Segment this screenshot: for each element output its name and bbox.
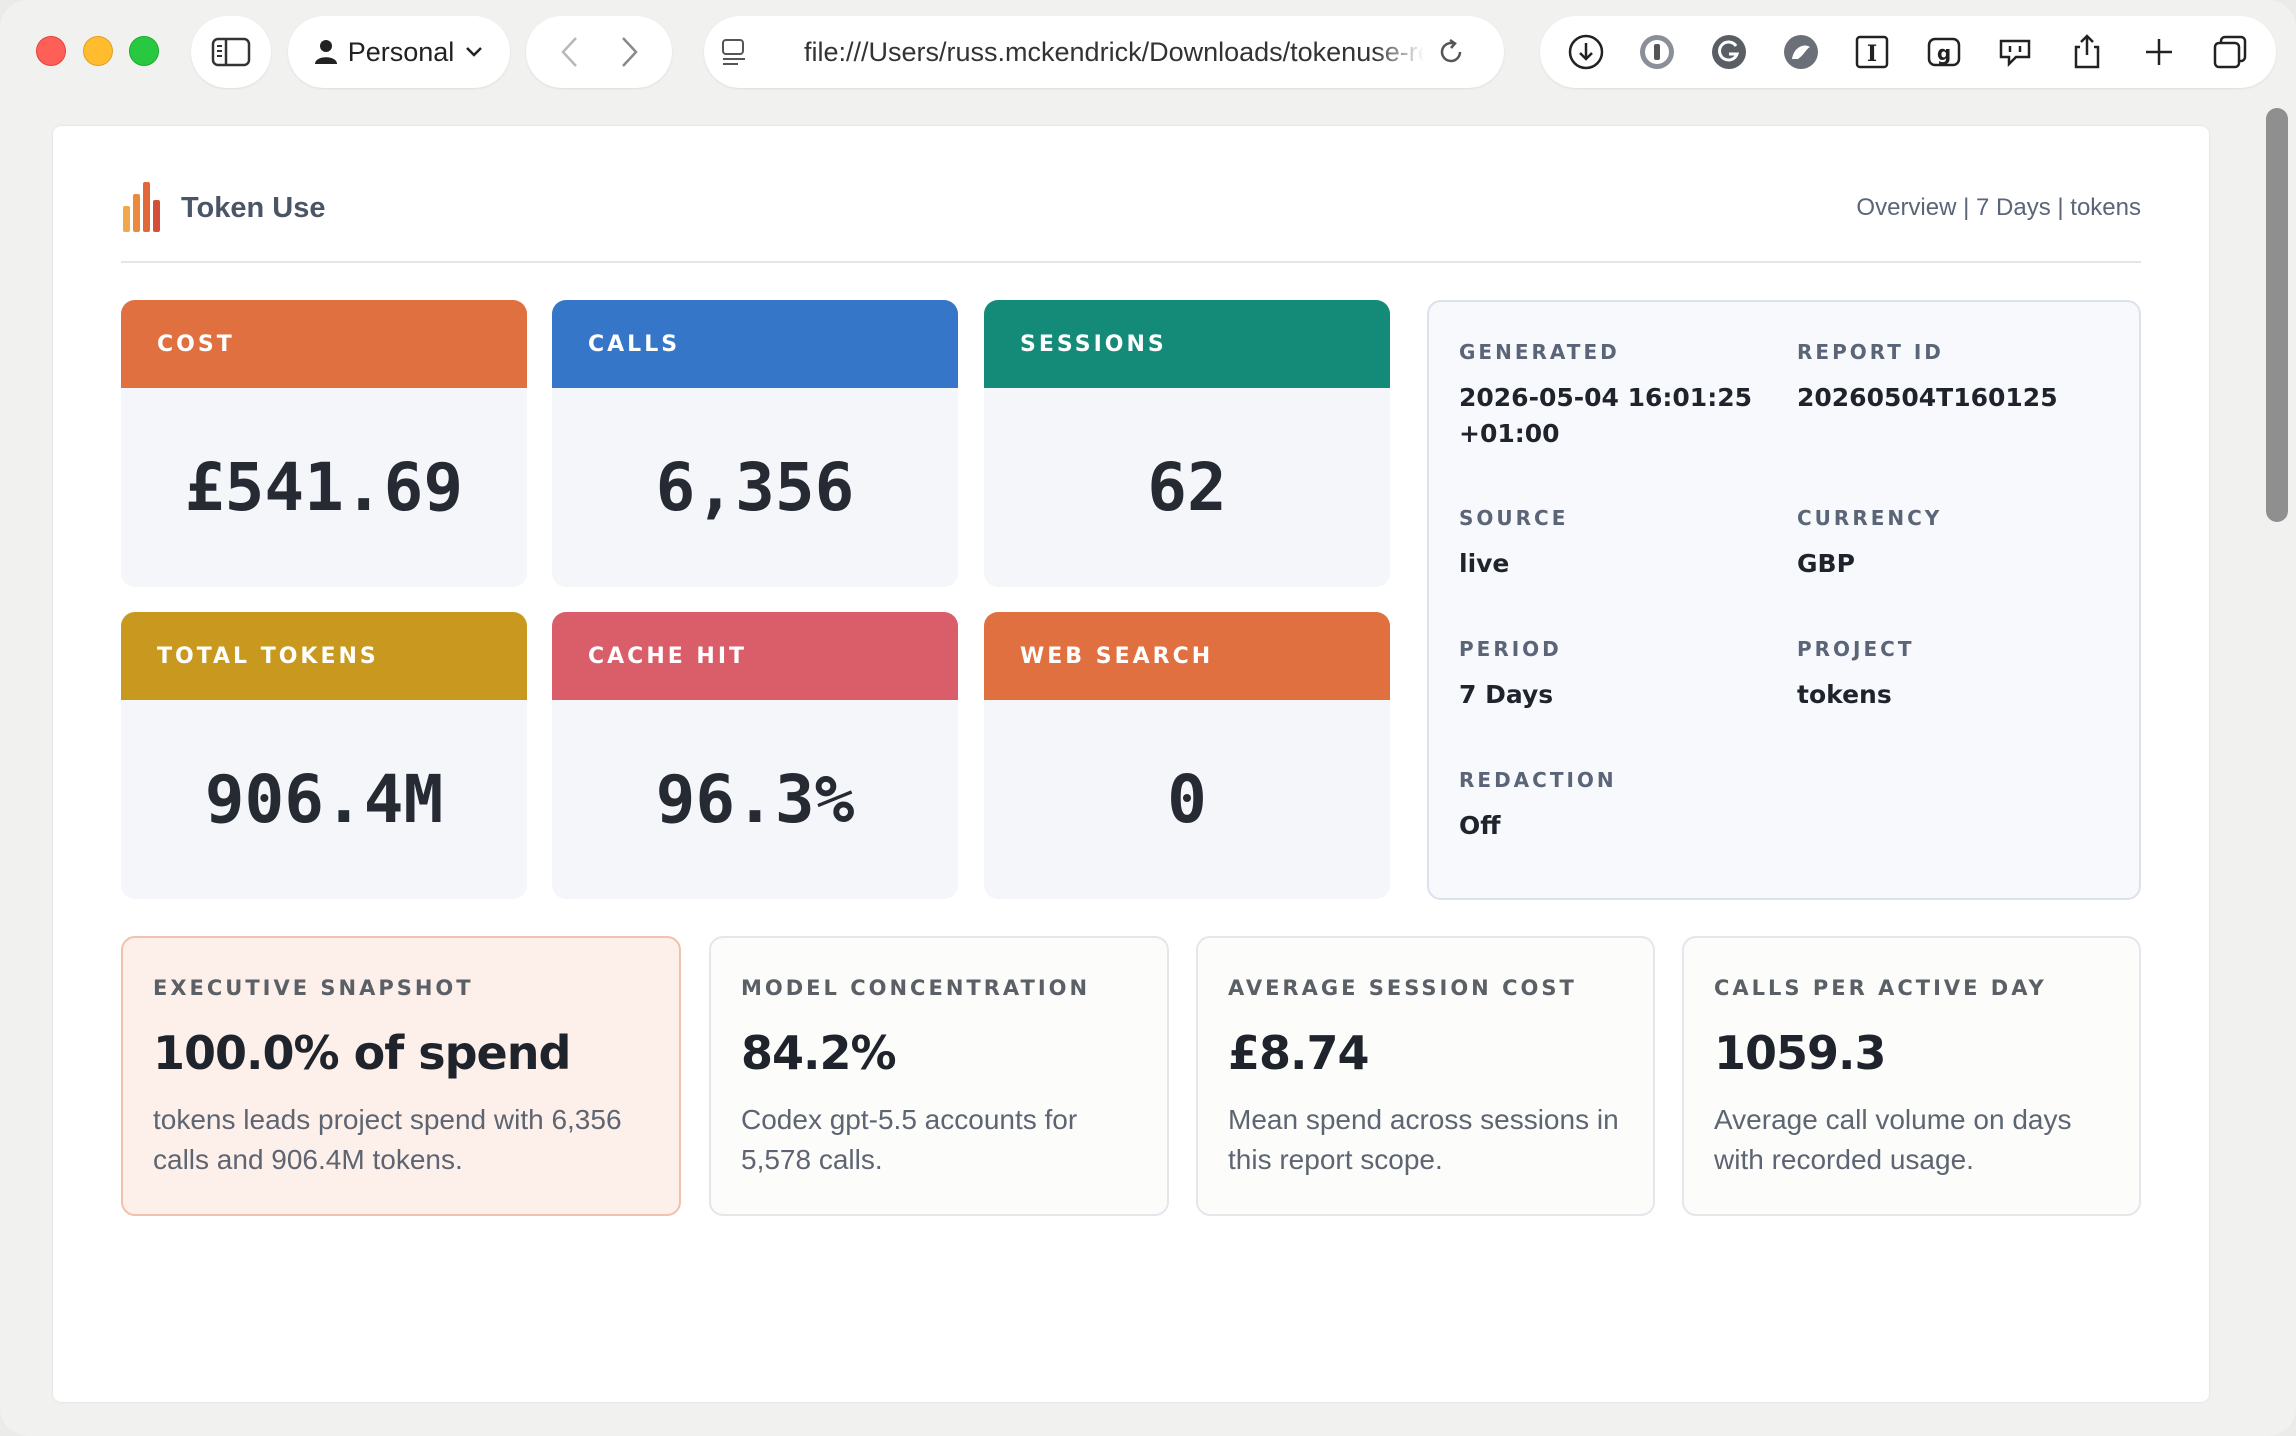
reader-extension-icon[interactable]: I (1850, 30, 1894, 74)
meta-redaction: REDACTION Off (1459, 768, 1617, 844)
meta-value: live (1459, 549, 1510, 578)
meta-report-id: REPORT ID 20260504T160125 (1797, 340, 2117, 416)
stat-card-header: SESSIONS (984, 300, 1390, 388)
insight-value: 84.2% (741, 1026, 897, 1080)
stat-card-calls: CALLS 6,356 (552, 300, 958, 587)
bird-extension-icon[interactable] (1779, 30, 1823, 74)
stat-card-header: WEB SEARCH (984, 612, 1390, 700)
stat-card-cache-hit: CACHE HIT 96.3% (552, 612, 958, 899)
stat-card-header: CALLS (552, 300, 958, 388)
sidebar-icon (211, 37, 251, 67)
back-icon[interactable] (558, 35, 582, 69)
meta-period: PERIOD 7 Days (1459, 637, 1562, 713)
stat-card-value: 6,356 (655, 449, 855, 526)
stat-card-value: 96.3% (655, 761, 855, 838)
stat-card-value: 0 (1167, 761, 1207, 838)
report-page: Token Use Overview | 7 Days | tokens COS… (53, 126, 2209, 1402)
meta-value: 7 Days (1459, 680, 1554, 709)
bar-chart-logo-icon (123, 182, 160, 232)
meta-project: PROJECT tokens (1797, 637, 1914, 713)
sidebar-toggle-button[interactable] (191, 16, 271, 88)
profile-menu-button[interactable]: Personal (288, 16, 510, 88)
meta-value: GBP (1797, 549, 1855, 578)
grammar-extension-icon[interactable] (1707, 30, 1751, 74)
meta-value: tokens (1797, 680, 1892, 709)
meta-label: CURRENCY (1797, 506, 1943, 530)
meta-value: 2026-05-04 16:01:25 +01:00 (1459, 383, 1752, 448)
stat-card-header: CACHE HIT (552, 612, 958, 700)
insight-label: AVERAGE SESSION COST (1228, 976, 1577, 1000)
stat-card-value: £541.69 (184, 449, 464, 526)
report-header: Token Use Overview | 7 Days | tokens (121, 180, 2141, 263)
browser-toolbar: Personal file:///Users/russ.mckendrick/D… (0, 0, 2296, 110)
extensions-bar: I g (1540, 16, 2276, 88)
meta-label: REDACTION (1459, 768, 1617, 792)
insight-card-average-session-cost: AVERAGE SESSION COST £8.74 Mean spend ac… (1196, 936, 1655, 1216)
svg-text:I: I (1867, 41, 1877, 67)
reload-icon[interactable] (1436, 37, 1466, 67)
meta-value: Off (1459, 811, 1501, 840)
insight-card-model-concentration: MODEL CONCENTRATION 84.2% Codex gpt-5.5 … (709, 936, 1169, 1216)
svg-text:g: g (1937, 41, 1951, 65)
chat-extension-icon[interactable] (1993, 30, 2037, 74)
meta-label: PERIOD (1459, 637, 1562, 661)
insight-description: Average call volume on days with recorde… (1714, 1104, 2072, 1175)
insight-label: MODEL CONCENTRATION (741, 976, 1091, 1000)
new-tab-icon[interactable] (2137, 30, 2181, 74)
chevron-down-icon (466, 47, 483, 57)
meta-label: REPORT ID (1797, 340, 1944, 364)
meta-value: 20260504T160125 (1797, 383, 2058, 412)
meta-generated: GENERATED 2026-05-04 16:01:25 +01:00 (1459, 340, 1779, 452)
insight-value: £8.74 (1228, 1026, 1370, 1080)
meta-source: SOURCE live (1459, 506, 1568, 582)
insight-description: Mean spend across sessions in this repor… (1228, 1104, 1619, 1175)
person-icon (314, 40, 337, 64)
page-scrollbar[interactable] (2266, 108, 2288, 522)
stat-card-cost: COST £541.69 (121, 300, 527, 587)
insight-label: CALLS PER ACTIVE DAY (1714, 976, 2047, 1000)
password-manager-icon[interactable] (1635, 30, 1679, 74)
navigation-buttons (526, 16, 672, 88)
tab-overview-icon[interactable] (2208, 30, 2252, 74)
downloads-icon[interactable] (1564, 30, 1608, 74)
stat-card-header: TOTAL TOKENS (121, 612, 527, 700)
stat-card-total-tokens: TOTAL TOKENS 906.4M (121, 612, 527, 899)
script-extension-icon[interactable]: g (1922, 30, 1966, 74)
share-icon[interactable] (2065, 30, 2109, 74)
meta-label: SOURCE (1459, 506, 1569, 530)
breadcrumb: Overview | 7 Days | tokens (1856, 194, 2141, 221)
zoom-window-button[interactable] (129, 36, 159, 66)
insight-value: 100.0% of spend (153, 1026, 571, 1080)
stat-card-value: 906.4M (204, 761, 444, 838)
forward-icon[interactable] (617, 35, 641, 69)
insight-description: Codex gpt-5.5 accounts for 5,578 calls. (741, 1104, 1078, 1175)
address-bar[interactable]: file:///Users/russ.mckendrick/Downloads/… (704, 16, 1504, 88)
close-window-button[interactable] (36, 36, 66, 66)
insight-card-executive-snapshot: EXECUTIVE SNAPSHOT 100.0% of spend token… (121, 936, 681, 1216)
stat-card-web-search: WEB SEARCH 0 (984, 612, 1390, 899)
meta-currency: CURRENCY GBP (1797, 506, 1942, 582)
stat-card-header: COST (121, 300, 527, 388)
profile-label: Personal (347, 36, 455, 67)
insight-value: 1059.3 (1714, 1026, 1887, 1080)
brand-title: Token Use (181, 192, 326, 224)
insight-card-calls-per-active-day: CALLS PER ACTIVE DAY 1059.3 Average call… (1682, 936, 2141, 1216)
report-metadata-panel: GENERATED 2026-05-04 16:01:25 +01:00 REP… (1427, 300, 2141, 900)
meta-label: PROJECT (1797, 637, 1915, 661)
stat-card-sessions: SESSIONS 62 (984, 300, 1390, 587)
insight-description: tokens leads project spend with 6,356 ca… (153, 1104, 622, 1175)
meta-label: GENERATED (1459, 340, 1620, 364)
url-text[interactable]: file:///Users/russ.mckendrick/Downloads/… (804, 36, 1424, 67)
minimize-window-button[interactable] (83, 36, 113, 66)
insight-label: EXECUTIVE SNAPSHOT (153, 976, 474, 1000)
page-menu-icon[interactable] (720, 37, 748, 67)
stat-card-value: 62 (1147, 449, 1227, 526)
